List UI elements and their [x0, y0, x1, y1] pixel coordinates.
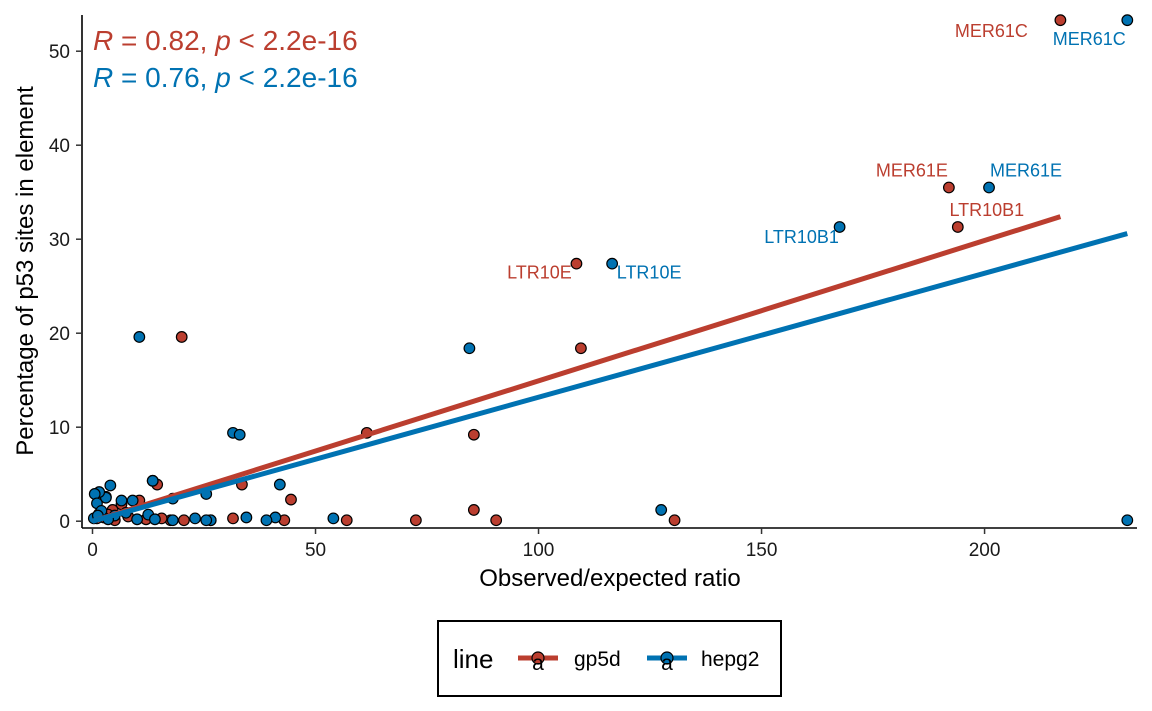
point-hepg2: [104, 479, 117, 492]
point-gp5d: [951, 221, 964, 233]
point-hepg2: [149, 513, 161, 526]
legend-key-point: [531, 651, 545, 665]
fit-lines: [91, 214, 1128, 524]
point-gp5d: [467, 504, 480, 516]
stat-p-text: < 2.2e-16: [231, 62, 358, 93]
fit-line-hepg2: [91, 231, 1128, 524]
point-hepg2: [655, 504, 668, 516]
point-gp5d: [467, 428, 480, 441]
point-hepg2: [1121, 514, 1134, 527]
x-tick-label: 150: [746, 540, 778, 561]
legend-entries: a gp5d a hepg2: [518, 648, 759, 675]
stat-hepg2: R = 0.76, p < 2.2e-16: [93, 62, 358, 93]
legend-item-hepg2: a hepg2: [647, 648, 759, 675]
x-tick-label: 100: [523, 540, 555, 561]
point-gp5d: [227, 512, 239, 525]
point-hepg2: [463, 342, 476, 355]
point-gp5d: [1054, 14, 1067, 27]
point-label-gp5d: LTR10E: [507, 263, 572, 283]
x-ticks: 0 50 100 150 200: [87, 528, 1000, 561]
point-gp5d: [175, 331, 188, 343]
y-tick-label: 50: [49, 42, 70, 63]
stat-p-symbol: p: [214, 25, 231, 56]
point-hepg2: [200, 514, 213, 527]
point-gp5d: [285, 493, 297, 506]
point-hepg2: [126, 494, 139, 507]
point-hepg2: [146, 474, 159, 487]
point-hepg2: [983, 181, 995, 194]
legend: line a gp5d a hepg2: [437, 620, 782, 697]
point-label-hepg2: LTR10E: [617, 263, 682, 283]
x-tick-label: 200: [969, 540, 1001, 561]
point-hepg2: [240, 511, 253, 524]
point-hepg2: [131, 513, 144, 526]
legend-box: [437, 620, 782, 697]
point-hepg2: [189, 512, 201, 525]
point-gp5d: [570, 257, 583, 270]
legend-key-glyph: a: [532, 652, 544, 675]
y-tick-label: 10: [49, 418, 70, 439]
point-hepg2: [115, 494, 128, 507]
y-axis-title: Percentage of p53 sites in element: [12, 86, 39, 456]
point-gp5d: [409, 514, 422, 527]
points-layer: [87, 14, 1134, 527]
point-label-hepg2: MER61E: [990, 161, 1062, 181]
fit-line-gp5d: [91, 214, 1062, 524]
point-label-gp5d: MER61C: [955, 21, 1028, 41]
legend-item-gp5d: a gp5d: [518, 648, 621, 675]
x-axis-title: Observed/expected ratio: [479, 565, 740, 592]
point-label-gp5d: MER61E: [876, 161, 948, 181]
y-tick-label: 40: [49, 136, 70, 157]
x-tick-label: 0: [87, 540, 98, 561]
y-tick-label: 20: [49, 324, 70, 345]
point-hepg2: [833, 221, 846, 233]
point-hepg2: [233, 428, 246, 441]
point-hepg2: [133, 331, 146, 343]
legend-title: line: [453, 644, 493, 674]
point-labels: MER61CMER61ELTR10B1LTR10EMER61CMER61ELTR…: [507, 21, 1126, 282]
point-hepg2: [273, 478, 286, 491]
point-gp5d: [178, 514, 190, 527]
point-gp5d: [942, 181, 955, 194]
legend-key-glyph: a: [661, 652, 673, 675]
correlation-stats: R = 0.82, p < 2.2e-16R = 0.76, p < 2.2e-…: [93, 25, 358, 93]
stat-p-text: < 2.2e-16: [231, 25, 358, 56]
stat-r-symbol: R: [93, 62, 113, 93]
point-gp5d: [340, 514, 353, 527]
stat-p-symbol: p: [214, 62, 231, 93]
legend-key-point: [660, 651, 674, 665]
y-tick-label: 0: [59, 512, 70, 533]
stat-gp5d: R = 0.82, p < 2.2e-16: [93, 25, 358, 56]
point-gp5d: [490, 514, 503, 527]
point-hepg2: [327, 512, 340, 525]
point-gp5d: [668, 514, 681, 527]
stat-r-text: = 0.76,: [113, 62, 215, 93]
stat-r-text: = 0.82,: [113, 25, 215, 56]
point-hepg2: [166, 514, 179, 527]
point-hepg2: [606, 257, 619, 270]
point-hepg2: [260, 514, 273, 527]
legend-label: gp5d: [574, 648, 621, 671]
point-label-gp5d: LTR10B1: [949, 200, 1024, 220]
legend-label: hepg2: [701, 648, 759, 671]
y-tick-label: 30: [49, 230, 70, 251]
stat-r-symbol: R: [93, 25, 113, 56]
x-tick-label: 50: [305, 540, 326, 561]
y-ticks: 0 10 20 30 40 50: [49, 42, 82, 533]
point-label-hepg2: LTR10B1: [764, 227, 839, 247]
point-hepg2: [1121, 14, 1134, 27]
point-gp5d: [575, 342, 587, 355]
point-label-hepg2: MER61C: [1053, 29, 1126, 49]
